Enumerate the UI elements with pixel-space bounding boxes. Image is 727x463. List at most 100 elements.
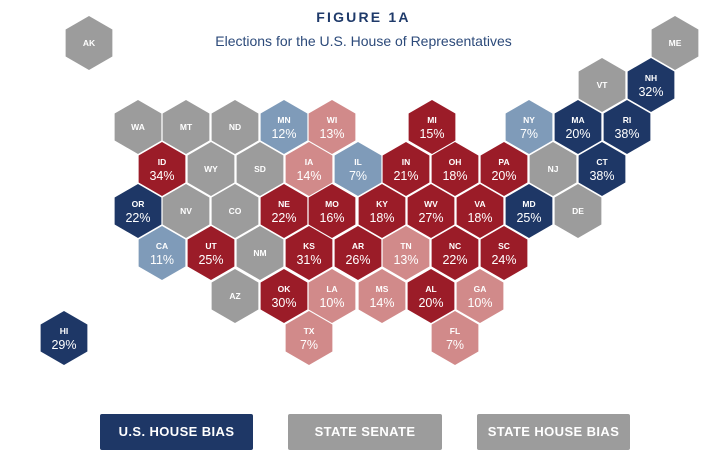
state-hex-tn[interactable]: TN 13%: [382, 226, 430, 280]
state-hex-vt[interactable]: VT: [578, 58, 626, 112]
state-value: 7%: [446, 338, 464, 352]
state-hex-nh[interactable]: NH 32%: [627, 58, 675, 112]
state-abbr: GA: [474, 284, 487, 294]
state-abbr: WV: [424, 199, 438, 209]
figure-title: Elections for the U.S. House of Represen…: [215, 33, 512, 49]
tab-us-house-bias[interactable]: U.S. HOUSE BIAS: [100, 414, 253, 450]
state-abbr: KS: [303, 241, 315, 251]
state-hex-al[interactable]: AL 20%: [407, 269, 455, 323]
state-hex-il[interactable]: IL 7%: [334, 142, 382, 196]
state-hex-ar[interactable]: AR 26%: [334, 226, 382, 280]
state-hex-ct[interactable]: CT 38%: [578, 142, 626, 196]
state-hex-nv[interactable]: NV: [162, 184, 210, 238]
state-abbr: CT: [596, 157, 608, 167]
state-hex-pa[interactable]: PA 20%: [480, 142, 528, 196]
state-hex-sc[interactable]: SC 24%: [480, 226, 528, 280]
state-abbr: HI: [60, 326, 69, 336]
state-hex-id[interactable]: ID 34%: [138, 142, 186, 196]
hex-shape: [456, 269, 504, 323]
state-hex-me[interactable]: ME: [651, 16, 699, 70]
state-hex-va[interactable]: VA 18%: [456, 184, 504, 238]
state-abbr: MN: [277, 115, 290, 125]
state-abbr: NY: [523, 115, 535, 125]
hex-shape: [138, 142, 186, 196]
state-hex-ms[interactable]: MS 14%: [358, 269, 406, 323]
hex-shape: [285, 226, 333, 280]
hex-shape: [431, 311, 479, 365]
hex-shape: [358, 184, 406, 238]
state-hex-ks[interactable]: KS 31%: [285, 226, 333, 280]
state-hex-ak[interactable]: AK: [65, 16, 113, 70]
state-abbr: RI: [623, 115, 632, 125]
state-hex-mn[interactable]: MN 12%: [260, 100, 308, 154]
state-value: 27%: [418, 211, 443, 225]
hex-shape: [211, 269, 259, 323]
hex-shape: [260, 100, 308, 154]
state-hex-sd[interactable]: SD: [236, 142, 284, 196]
state-hex-nd[interactable]: ND: [211, 100, 259, 154]
state-hex-ne[interactable]: NE 22%: [260, 184, 308, 238]
hex-shape: [505, 100, 553, 154]
state-hex-ga[interactable]: GA 10%: [456, 269, 504, 323]
state-hex-de[interactable]: DE: [554, 184, 602, 238]
state-hex-ca[interactable]: CA 11%: [138, 226, 186, 280]
state-value: 26%: [345, 253, 370, 267]
state-hex-mo[interactable]: MO 16%: [308, 184, 356, 238]
state-hex-oh[interactable]: OH 18%: [431, 142, 479, 196]
hex-shape: [431, 142, 479, 196]
state-abbr: NM: [253, 248, 266, 258]
state-abbr: ID: [158, 157, 167, 167]
state-abbr: NC: [449, 241, 461, 251]
state-abbr: ND: [229, 122, 241, 132]
state-value: 14%: [369, 296, 394, 310]
state-hex-nc[interactable]: NC 22%: [431, 226, 479, 280]
state-hex-ma[interactable]: MA 20%: [554, 100, 602, 154]
state-value: 20%: [418, 296, 443, 310]
state-hex-wy[interactable]: WY: [187, 142, 235, 196]
state-hex-mt[interactable]: MT: [162, 100, 210, 154]
hex-shape: [65, 16, 113, 70]
state-hex-ia[interactable]: IA 14%: [285, 142, 333, 196]
state-hex-co[interactable]: CO: [211, 184, 259, 238]
state-value: 18%: [442, 169, 467, 183]
hex-map: AK ME VT NH 32% WA MT ND MN 12% WI 13% MI 15% NY 7% MA 20…: [40, 16, 699, 365]
hex-shape: [308, 100, 356, 154]
state-hex-fl[interactable]: FL 7%: [431, 311, 479, 365]
state-hex-md[interactable]: MD 25%: [505, 184, 553, 238]
state-hex-ny[interactable]: NY 7%: [505, 100, 553, 154]
state-hex-nm[interactable]: NM: [236, 226, 284, 280]
hex-shape: [308, 184, 356, 238]
state-abbr: NV: [180, 206, 192, 216]
state-hex-ri[interactable]: RI 38%: [603, 100, 651, 154]
hex-shape: [456, 184, 504, 238]
state-hex-ut[interactable]: UT 25%: [187, 226, 235, 280]
hex-shape: [431, 226, 479, 280]
state-hex-or[interactable]: OR 22%: [114, 184, 162, 238]
hex-shape: [334, 226, 382, 280]
state-hex-tx[interactable]: TX 7%: [285, 311, 333, 365]
state-value: 32%: [638, 85, 663, 99]
tab-state-senate[interactable]: STATE SENATE: [288, 414, 442, 450]
state-abbr: AK: [83, 38, 96, 48]
state-hex-wa[interactable]: WA: [114, 100, 162, 154]
state-hex-wv[interactable]: WV 27%: [407, 184, 455, 238]
hex-shape: [554, 100, 602, 154]
tab-state-house-bias[interactable]: STATE HOUSE BIAS: [477, 414, 630, 450]
state-hex-mi[interactable]: MI 15%: [408, 100, 456, 154]
hex-shape: [334, 142, 382, 196]
state-abbr: NH: [645, 73, 657, 83]
hex-shape: [358, 269, 406, 323]
state-hex-hi[interactable]: HI 29%: [40, 311, 88, 365]
state-hex-ok[interactable]: OK 30%: [260, 269, 308, 323]
state-value: 10%: [319, 296, 344, 310]
state-hex-az[interactable]: AZ: [211, 269, 259, 323]
state-hex-ky[interactable]: KY 18%: [358, 184, 406, 238]
state-hex-nj[interactable]: NJ: [529, 142, 577, 196]
state-abbr: VA: [474, 199, 485, 209]
state-hex-wi[interactable]: WI 13%: [308, 100, 356, 154]
state-value: 31%: [296, 253, 321, 267]
hex-shape: [211, 100, 259, 154]
state-hex-in[interactable]: IN 21%: [382, 142, 430, 196]
state-hex-la[interactable]: LA 10%: [308, 269, 356, 323]
state-abbr: TX: [304, 326, 315, 336]
